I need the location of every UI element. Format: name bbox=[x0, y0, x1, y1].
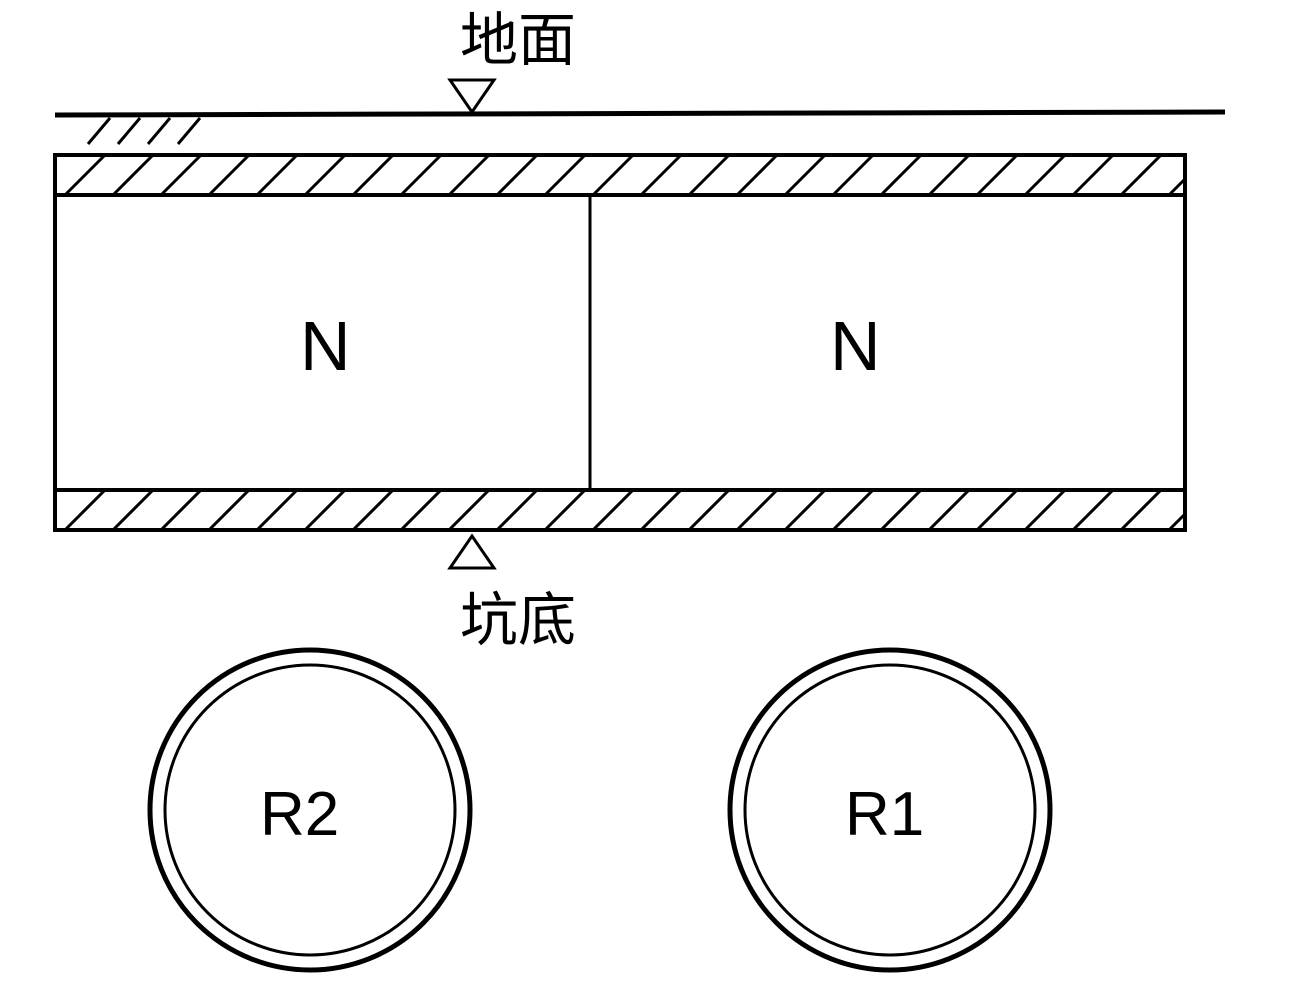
bottom-hatch-pattern bbox=[65, 490, 1185, 530]
ground-line bbox=[55, 112, 1225, 115]
box-left-label: N bbox=[300, 307, 351, 385]
engineering-diagram: 地面 bbox=[0, 0, 1316, 1000]
ground-label: 地面 bbox=[460, 8, 576, 73]
pit-label: 坑底 bbox=[460, 588, 576, 653]
pit-marker-icon bbox=[450, 536, 494, 568]
top-hatch-pattern bbox=[65, 155, 1185, 195]
box-structure bbox=[55, 155, 1185, 530]
left-circle-label: R2 bbox=[260, 780, 339, 849]
box-right-label: N bbox=[830, 307, 881, 385]
ground-hatch-icon bbox=[88, 118, 200, 144]
right-circle-label: R1 bbox=[845, 780, 924, 849]
ground-marker-icon bbox=[450, 80, 494, 112]
